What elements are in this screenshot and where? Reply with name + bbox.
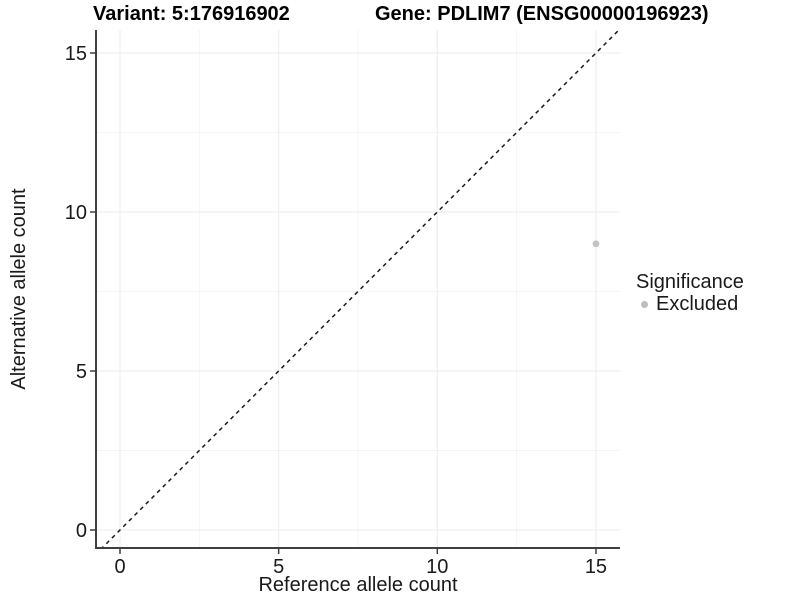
legend-item-label: Excluded [656, 292, 739, 315]
plot-title-variant: Variant: 5:176916902 [93, 3, 290, 25]
x-tick-label: 10 [426, 556, 448, 578]
y-tick-label: 5 [76, 361, 87, 383]
y-tick-label: 15 [65, 43, 87, 65]
legend-key-dot-icon [641, 300, 648, 308]
x-tick-label: 5 [273, 556, 284, 578]
data-point [592, 240, 600, 248]
x-axis-title: Reference allele count [258, 574, 458, 596]
y-axis-title: Alternative allele count [8, 188, 30, 390]
x-tick-label: 0 [114, 556, 125, 578]
y-tick-label: 10 [65, 202, 87, 224]
x-tick-label: 15 [585, 556, 607, 578]
legend-title: Significance [636, 271, 744, 293]
legend-item-excluded: Excluded [636, 292, 744, 315]
y-tick-label: 0 [76, 520, 87, 542]
identity-reference-line [100, 30, 620, 548]
plot-title-gene: Gene: PDLIM7 (ENSG00000196923) [375, 3, 709, 25]
legend: Significance Excluded [636, 271, 744, 315]
